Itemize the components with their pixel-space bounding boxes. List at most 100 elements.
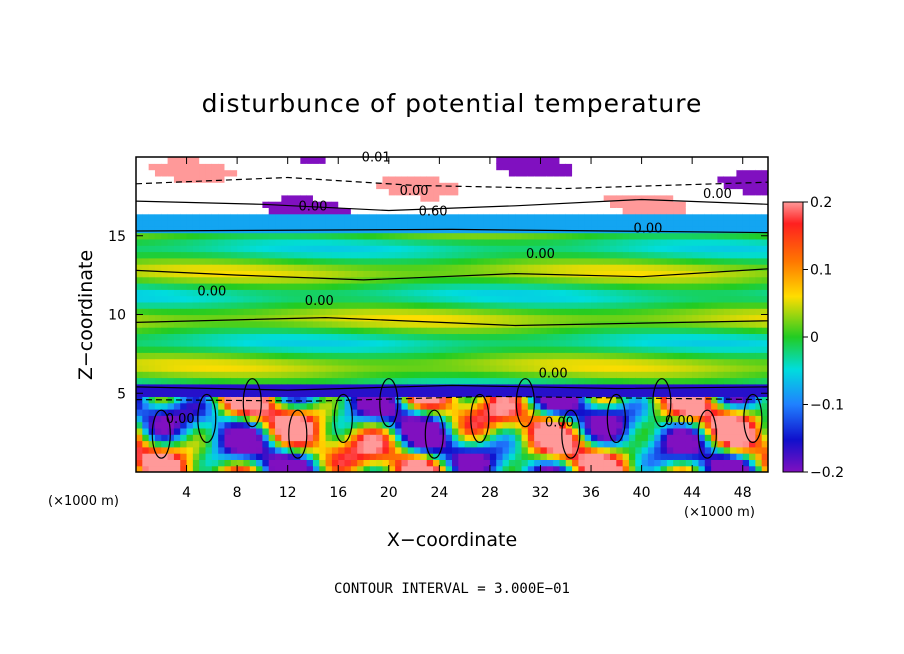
field-cell	[439, 276, 447, 284]
field-cell	[508, 390, 516, 397]
field-cell	[388, 264, 396, 271]
field-cell	[736, 440, 744, 448]
field-cell	[363, 157, 371, 164]
field-cell	[180, 182, 188, 190]
field-cell	[211, 333, 219, 341]
field-cell	[294, 371, 301, 379]
field-cell	[395, 314, 403, 322]
field-cell	[199, 346, 207, 353]
field-cell	[628, 238, 636, 246]
field-cell	[458, 446, 466, 454]
field-cell	[749, 245, 756, 253]
field-cell	[464, 232, 472, 240]
field-cell	[433, 346, 440, 353]
field-cell	[496, 163, 504, 171]
field-cell	[635, 352, 643, 360]
field-cell	[173, 283, 181, 290]
field-cell	[186, 427, 194, 435]
field-cell	[344, 194, 352, 202]
field-cell	[205, 383, 213, 391]
field-cell	[591, 383, 598, 391]
field-cell	[445, 465, 453, 472]
field-cell	[331, 220, 339, 227]
field-cell	[338, 213, 346, 221]
field-cell	[742, 245, 750, 253]
field-cell	[508, 446, 516, 454]
field-cell	[420, 257, 428, 265]
field-cell	[565, 264, 573, 271]
field-cell	[559, 358, 567, 366]
field-cell	[338, 201, 346, 208]
field-cell	[142, 352, 150, 360]
field-cell	[186, 169, 194, 177]
field-cell	[401, 301, 409, 309]
field-cell	[369, 409, 377, 416]
field-cell	[199, 213, 207, 221]
field-cell	[407, 459, 415, 467]
field-cell	[736, 245, 744, 253]
field-cell	[477, 157, 485, 164]
field-cell	[388, 295, 396, 303]
field-cell	[357, 364, 365, 372]
field-cell	[622, 396, 630, 404]
field-cell	[654, 383, 662, 391]
field-cell	[452, 207, 459, 215]
field-cell	[281, 157, 289, 164]
field-cell	[635, 201, 643, 208]
field-cell	[534, 465, 542, 472]
field-cell	[452, 238, 459, 246]
field-cell	[325, 283, 333, 290]
field-cell	[704, 308, 712, 316]
field-cell	[294, 358, 301, 366]
field-cell	[610, 459, 617, 467]
field-cell	[199, 459, 207, 467]
field-cell	[407, 264, 415, 271]
field-cell	[325, 453, 333, 460]
field-cell	[445, 220, 453, 227]
field-cell	[382, 308, 390, 316]
field-cell	[173, 446, 181, 454]
field-cell	[256, 352, 263, 360]
field-cell	[666, 276, 674, 284]
field-cell	[357, 459, 365, 467]
field-cell	[414, 220, 421, 227]
field-cell	[692, 446, 700, 454]
field-cell	[186, 434, 194, 442]
field-cell	[167, 283, 175, 290]
field-cell	[211, 163, 219, 171]
field-cell	[350, 194, 358, 202]
field-cell	[527, 459, 535, 467]
field-cell	[635, 175, 643, 183]
field-cell	[452, 257, 459, 265]
field-cell	[256, 446, 263, 454]
field-cell	[136, 226, 143, 234]
field-cell	[173, 257, 181, 265]
field-cell	[736, 169, 744, 177]
field-cell	[717, 194, 725, 202]
field-cell	[546, 238, 554, 246]
field-cell	[401, 371, 409, 379]
field-cell	[692, 251, 700, 259]
field-cell	[654, 226, 662, 234]
field-cell	[256, 245, 263, 253]
field-cell	[205, 320, 213, 328]
field-cell	[559, 339, 567, 347]
field-cell	[142, 245, 150, 253]
field-cell	[331, 283, 339, 290]
field-cell	[382, 213, 390, 221]
field-cell	[635, 396, 643, 404]
field-cell	[154, 327, 162, 334]
field-cell	[262, 446, 270, 454]
field-cell	[439, 358, 447, 366]
field-cell	[369, 238, 377, 246]
field-cell	[698, 402, 706, 410]
field-cell	[489, 238, 497, 246]
field-cell	[496, 238, 504, 246]
field-cell	[717, 264, 725, 271]
field-cell	[142, 276, 150, 284]
field-cell	[256, 396, 263, 404]
field-cell	[167, 175, 175, 183]
field-cell	[761, 245, 768, 253]
field-cell	[597, 213, 605, 221]
field-cell	[660, 238, 668, 246]
